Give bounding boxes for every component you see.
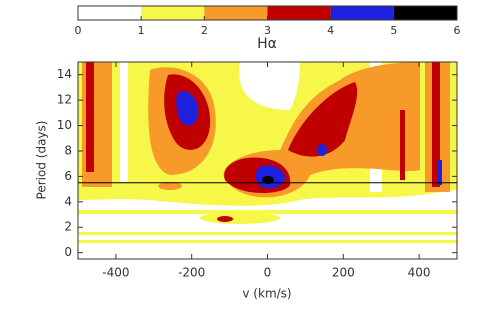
x-tick-label: 0 [264, 266, 272, 280]
level-5 [262, 176, 274, 184]
x-tick-label: 400 [408, 266, 431, 280]
y-tick-label: 6 [64, 169, 72, 183]
x-tick-label: -400 [102, 266, 129, 280]
colorbar-label: Hα [257, 36, 277, 52]
colorbar-tick-label: 6 [454, 24, 461, 37]
y-tick-label: 14 [57, 67, 72, 81]
y-tick-label: 8 [64, 143, 72, 157]
colorbar-tick-label: 2 [201, 24, 208, 37]
y-tick-label: 10 [57, 118, 72, 132]
colorbar-segment [78, 6, 142, 20]
x-tick-label: -200 [178, 266, 205, 280]
y-tick-label: 12 [57, 93, 72, 107]
colorbar-segment [330, 6, 394, 20]
x-tick-label: 200 [332, 266, 355, 280]
y-tick-label: 0 [64, 245, 72, 259]
y-tick-label: 2 [64, 220, 72, 234]
colorbar-segment [267, 6, 331, 20]
colorbar-segment [141, 6, 205, 20]
y-tick-label: 4 [64, 194, 72, 208]
colorbar-tick-label: 4 [327, 24, 334, 37]
colorbar: 0 1 2 3 4 5 6 [75, 5, 461, 37]
colorbar-tick-label: 3 [264, 24, 271, 37]
x-axis-label: v (km/s) [242, 287, 291, 301]
contour-field [78, 62, 457, 259]
colorbar-tick-label: 0 [75, 24, 82, 37]
axes: -400 -200 0 200 400 0 2 4 6 8 10 12 14 [57, 62, 457, 280]
colorbar-tick-label: 1 [138, 24, 145, 37]
colorbar-segment [393, 6, 457, 20]
colorbar-segment [204, 6, 268, 20]
y-axis-label: Period (days) [35, 121, 49, 200]
colorbar-tick-label: 5 [390, 24, 397, 37]
